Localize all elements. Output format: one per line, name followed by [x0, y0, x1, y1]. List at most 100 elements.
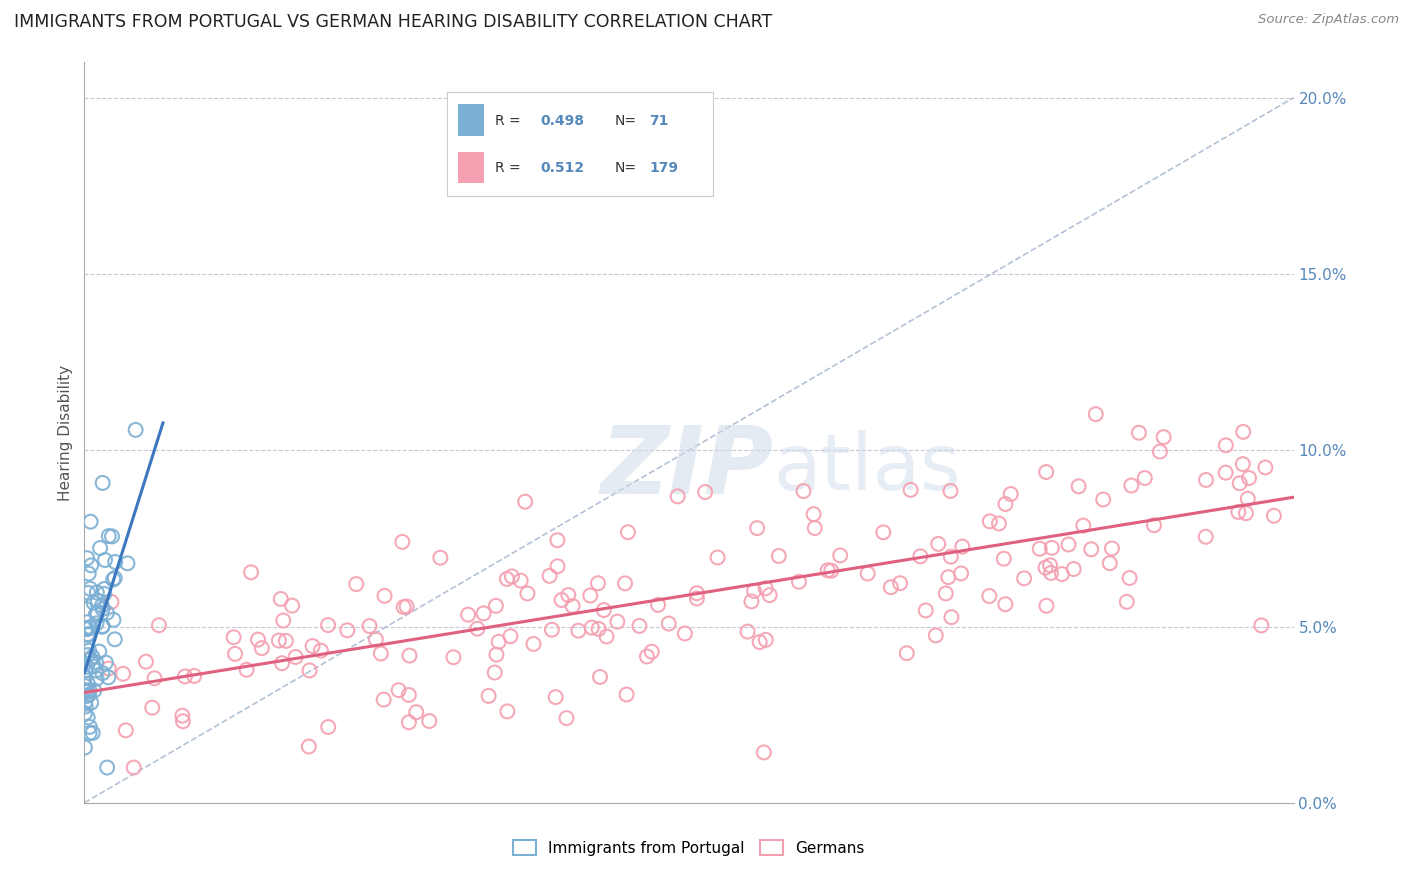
Legend: Immigrants from Portugal, Germans: Immigrants from Portugal, Germans	[508, 834, 870, 862]
Point	[606, 615, 628, 629]
Point	[742, 584, 765, 599]
Point	[1035, 560, 1057, 574]
Point	[1035, 599, 1057, 613]
Point	[77, 677, 100, 691]
Point	[82, 726, 104, 740]
Point	[76, 689, 98, 703]
Point	[993, 551, 1015, 566]
Point	[516, 586, 538, 600]
Point	[768, 549, 790, 563]
Point	[395, 599, 418, 614]
Point	[614, 576, 637, 591]
Point	[472, 607, 495, 621]
Point	[541, 623, 564, 637]
Point	[75, 695, 97, 709]
Point	[467, 622, 489, 636]
Point	[1040, 566, 1063, 580]
Point	[936, 570, 959, 584]
Point	[994, 597, 1017, 611]
Point	[1263, 508, 1285, 523]
Point	[515, 494, 537, 508]
Point	[1101, 541, 1123, 556]
Point	[979, 589, 1001, 603]
Point	[1237, 471, 1260, 485]
Point	[316, 720, 339, 734]
Point	[1250, 618, 1272, 632]
Point	[373, 692, 395, 706]
Y-axis label: Hearing Disability: Hearing Disability	[58, 365, 73, 500]
Point	[616, 688, 638, 702]
Point	[97, 661, 120, 675]
Point	[79, 683, 101, 698]
Point	[1071, 518, 1094, 533]
Point	[183, 669, 205, 683]
Point	[309, 643, 332, 657]
Point	[75, 621, 97, 635]
Point	[636, 649, 658, 664]
Point	[86, 585, 108, 599]
Point	[499, 629, 522, 643]
Point	[484, 665, 506, 680]
Point	[79, 720, 101, 734]
Point	[914, 603, 936, 617]
Point	[1039, 558, 1062, 573]
Text: atlas: atlas	[773, 430, 962, 506]
Point	[547, 559, 569, 574]
Point	[1012, 571, 1035, 585]
Point	[429, 550, 451, 565]
Point	[222, 630, 245, 644]
Point	[647, 598, 669, 612]
Point	[79, 621, 101, 635]
Point	[73, 740, 96, 755]
Point	[370, 647, 392, 661]
Point	[76, 659, 98, 673]
Point	[872, 525, 894, 540]
Point	[240, 566, 263, 580]
Point	[1232, 457, 1254, 471]
Point	[1128, 425, 1150, 440]
Point	[141, 700, 163, 714]
Point	[595, 630, 617, 644]
Point	[1035, 465, 1057, 479]
Point	[617, 525, 640, 540]
Point	[544, 690, 567, 705]
Point	[104, 632, 127, 647]
Point	[1195, 530, 1218, 544]
Point	[988, 516, 1011, 531]
Point	[405, 705, 427, 719]
Point	[76, 627, 98, 641]
Point	[1000, 487, 1022, 501]
Point	[398, 648, 420, 663]
Point	[270, 591, 292, 606]
Point	[73, 706, 96, 720]
Point	[567, 624, 589, 638]
Point	[1057, 537, 1080, 551]
Point	[557, 588, 579, 602]
Point	[77, 628, 100, 642]
Point	[979, 514, 1001, 528]
Point	[73, 683, 96, 698]
Point	[546, 533, 568, 548]
Point	[939, 549, 962, 564]
Point	[77, 648, 100, 662]
Point	[398, 715, 420, 730]
Point	[579, 589, 602, 603]
Point	[792, 484, 814, 499]
Point	[755, 582, 778, 596]
Point	[1098, 556, 1121, 570]
Point	[586, 576, 609, 591]
Point	[91, 619, 114, 633]
Point	[91, 666, 114, 681]
Point	[522, 637, 544, 651]
Point	[84, 607, 107, 621]
Point	[737, 624, 759, 639]
Point	[73, 671, 96, 685]
Point	[950, 540, 973, 554]
Point	[787, 574, 810, 589]
Point	[91, 620, 114, 634]
Point	[359, 619, 381, 633]
Point	[284, 649, 307, 664]
Point	[281, 599, 304, 613]
Point	[298, 739, 321, 754]
Point	[740, 594, 762, 608]
